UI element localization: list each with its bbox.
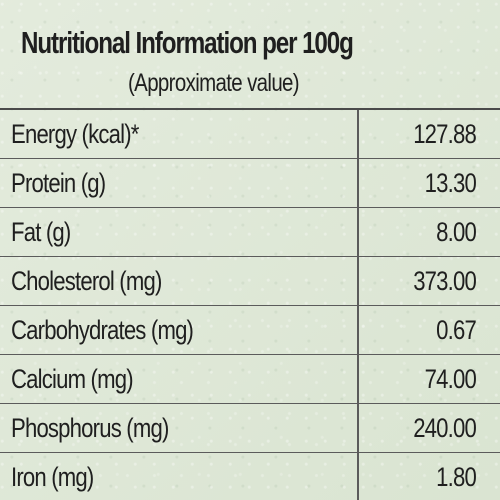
- nutrition-table: Energy (kcal)* 127.88 Protein (g) 13.30 …: [0, 108, 500, 500]
- nutrient-value-energy: 127.88: [413, 119, 477, 149]
- nutrition-header: Nutritional Information per 100g (Approx…: [0, 0, 500, 108]
- nutrient-row-phosphorus: Phosphorus (mg) 240.00: [0, 404, 500, 453]
- nutrient-row-energy: Energy (kcal)* 127.88: [0, 110, 500, 159]
- nutrient-name-fat: Fat (g): [11, 217, 71, 247]
- nutrient-row-cholesterol: Cholesterol (mg) 373.00: [0, 257, 500, 306]
- nutrient-value-calcium: 74.00: [424, 364, 477, 394]
- nutrient-value-cholesterol: 373.00: [413, 266, 477, 296]
- nutrient-value-phosphorus: 240.00: [413, 413, 477, 443]
- nutrient-name-carbohydrates: Carbohydrates (mg): [11, 315, 194, 345]
- nutrient-row-protein: Protein (g) 13.30: [0, 159, 500, 208]
- nutrient-row-fat: Fat (g) 8.00: [0, 208, 500, 257]
- nutrient-value-carbohydrates: 0.67: [436, 315, 477, 345]
- nutrient-row-iron: Iron (mg) 1.80: [0, 453, 500, 500]
- nutrient-name-protein: Protein (g): [11, 168, 106, 198]
- nutrient-name-energy: Energy (kcal)*: [11, 119, 139, 149]
- nutrient-row-carbohydrates: Carbohydrates (mg) 0.67: [0, 306, 500, 355]
- nutrient-value-fat: 8.00: [436, 217, 477, 247]
- nutrition-title: Nutritional Information per 100g: [21, 25, 354, 60]
- approximate-value-subtitle: (Approximate value): [128, 69, 300, 97]
- nutrient-value-iron: 1.80: [436, 462, 477, 492]
- nutrient-name-cholesterol: Cholesterol (mg): [11, 266, 162, 296]
- nutrient-name-phosphorus: Phosphorus (mg): [11, 413, 169, 443]
- nutrient-name-iron: Iron (mg): [11, 462, 94, 492]
- nutrient-name-calcium: Calcium (mg): [11, 364, 134, 394]
- nutrient-row-calcium: Calcium (mg) 74.00: [0, 355, 500, 404]
- nutrient-value-protein: 13.30: [424, 168, 477, 198]
